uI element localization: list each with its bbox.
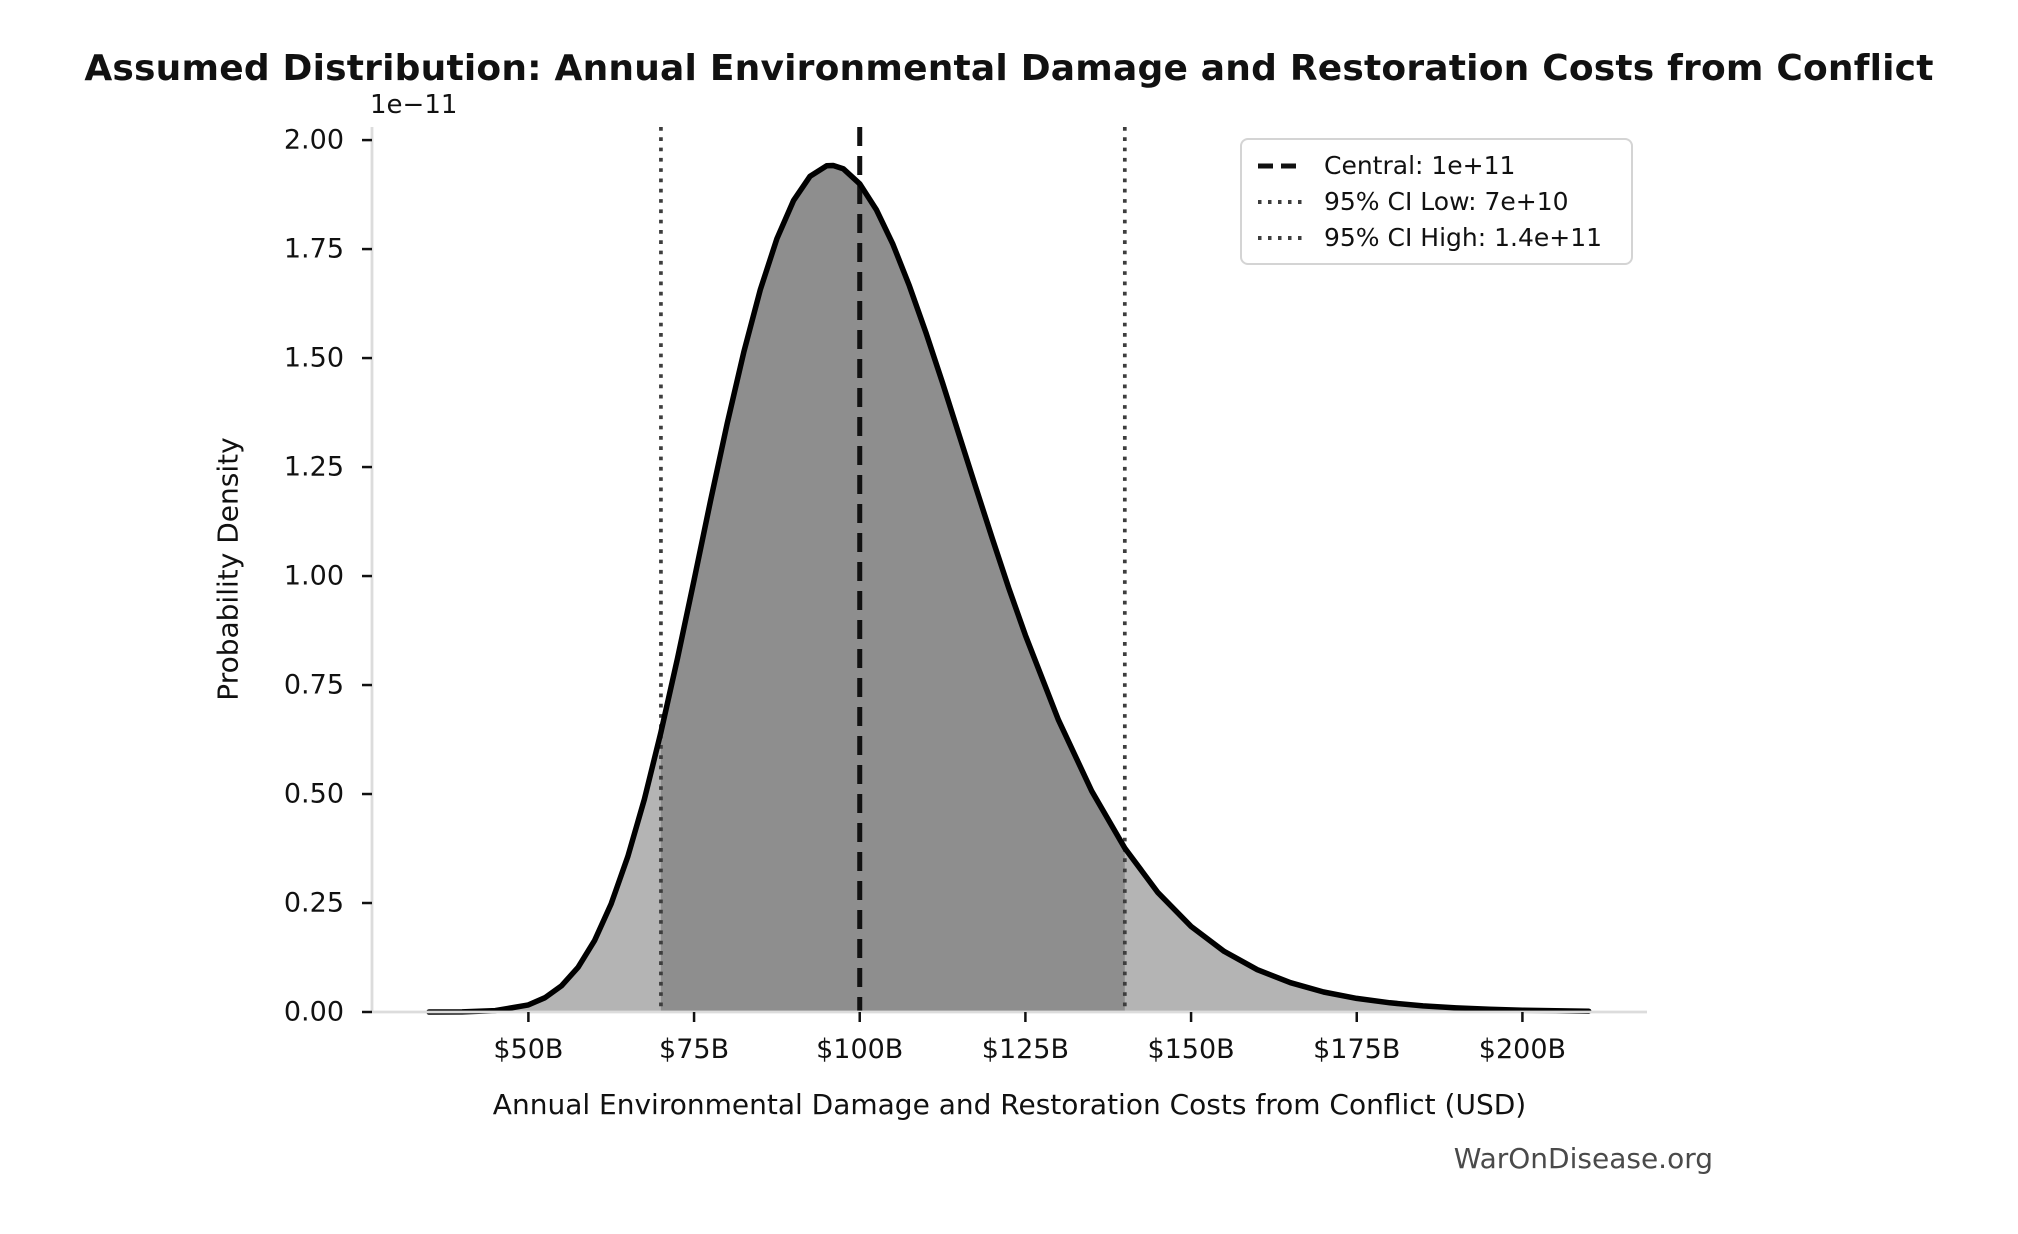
density-fill-ci: [660, 165, 1125, 1012]
legend-item-ci-high: 95% CI High: 1.4e+11: [1256, 223, 1621, 252]
legend-item-central: Central: 1e+11: [1256, 151, 1621, 180]
x-tick-label: $100B: [816, 1034, 904, 1065]
legend-item-ci-low: 95% CI Low: 7e+10: [1256, 187, 1621, 216]
y-tick-label: 0.50: [283, 778, 344, 810]
y-axis-label: Probability Density: [211, 437, 245, 701]
y-axis-offset-label: 1e−11: [370, 90, 458, 120]
x-tick-label: $200B: [1478, 1034, 1567, 1065]
legend: Central: 1e+11 95% CI Low: 7e+10 95% CI …: [1240, 138, 1633, 265]
x-tick-label: $125B: [981, 1034, 1070, 1065]
x-tick-label: $50B: [493, 1034, 564, 1065]
x-tick-label: $150B: [1147, 1034, 1235, 1065]
legend-label: 95% CI Low: 7e+10: [1324, 187, 1569, 216]
x-axis-label: Annual Environmental Damage and Restorat…: [492, 1088, 1527, 1121]
x-tick-label: $175B: [1313, 1034, 1401, 1065]
dotted-line-icon: [1258, 199, 1304, 204]
y-tick-label: 1.75: [283, 233, 344, 265]
density-curve: [426, 162, 1592, 1015]
y-tick-label: 1.25: [283, 451, 344, 483]
y-tick-label: 2.00: [283, 124, 344, 156]
dashed-line-icon: [1258, 163, 1304, 168]
dotted-line-icon: [1258, 235, 1304, 240]
legend-label: 95% CI High: 1.4e+11: [1324, 223, 1603, 252]
y-tick-label: 0.25: [283, 887, 344, 919]
y-tick-label: 0.00: [283, 996, 344, 1028]
y-tick-label: 1.00: [283, 560, 344, 592]
legend-label: Central: 1e+11: [1324, 151, 1516, 180]
y-tick-label: 0.75: [283, 669, 344, 701]
x-tick-label: $75B: [659, 1034, 730, 1065]
watermark: WarOnDisease.org: [1453, 1142, 1713, 1175]
y-tick-label: 1.50: [283, 342, 344, 374]
chart-title: Assumed Distribution: Annual Environment…: [84, 48, 1934, 89]
